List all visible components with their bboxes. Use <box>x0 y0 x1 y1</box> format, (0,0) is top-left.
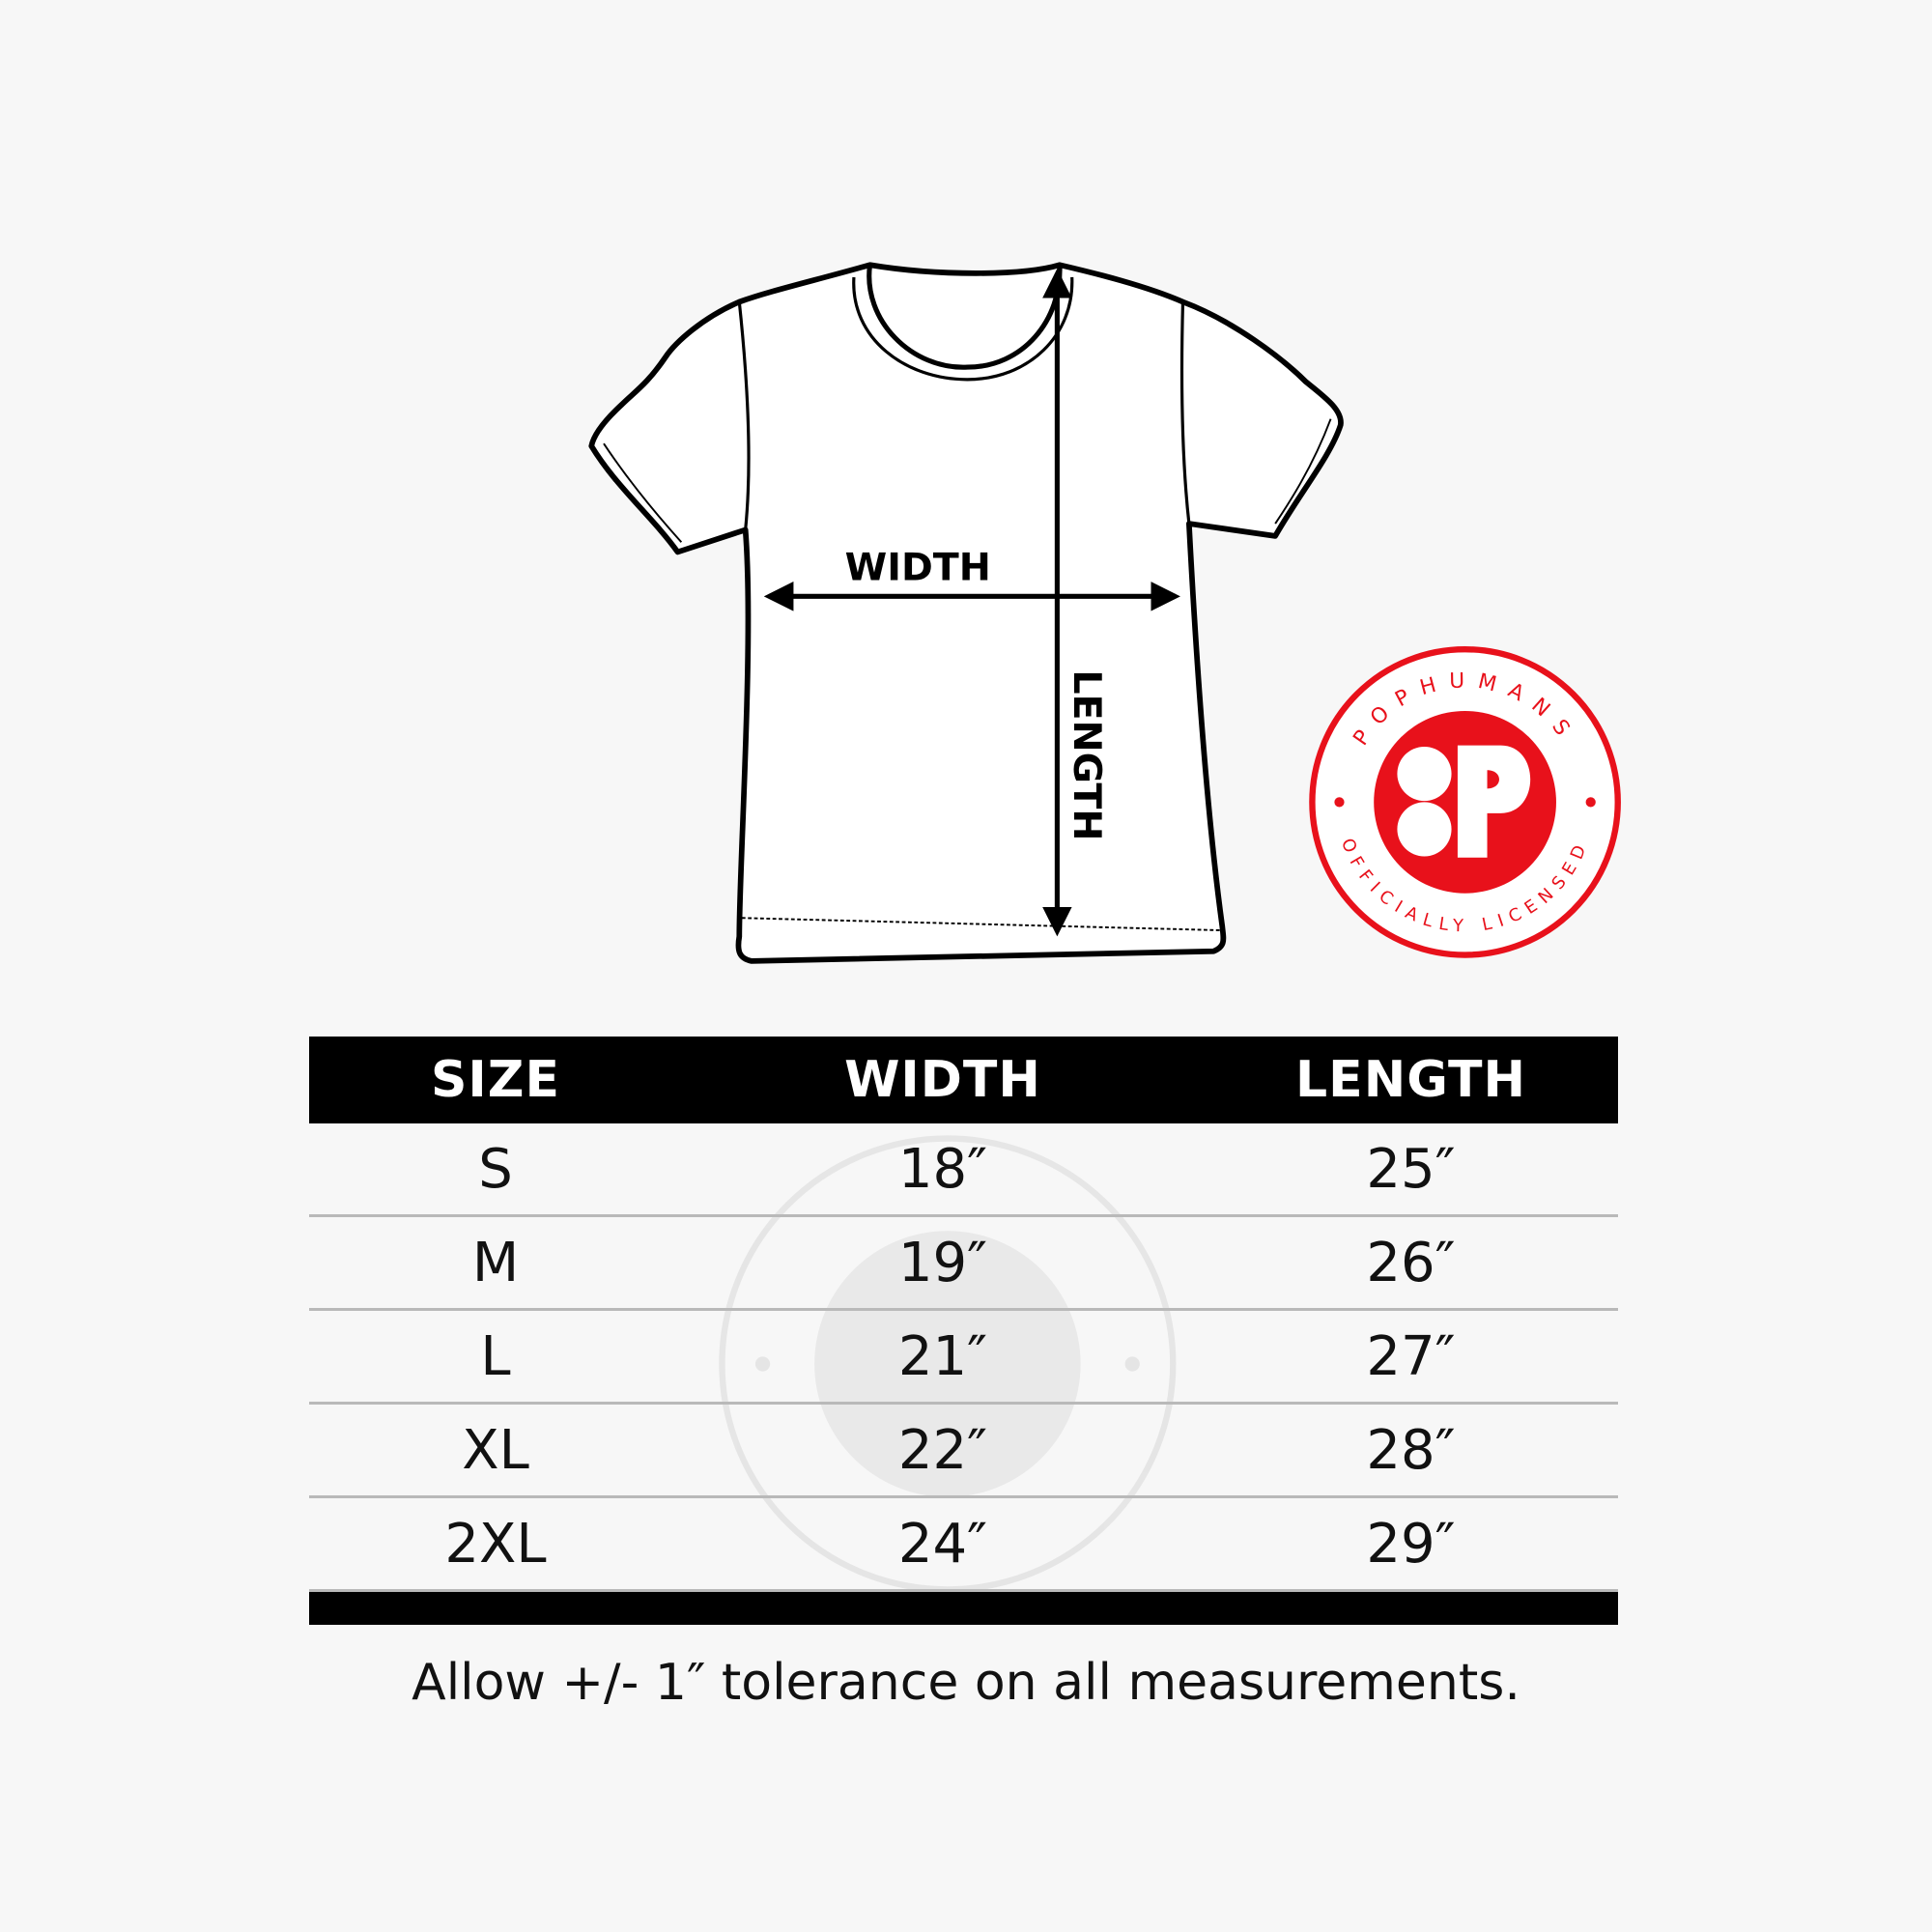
table-row: 2XL 24″ 29″ <box>309 1498 1618 1592</box>
table-row: L 21″ 27″ <box>309 1311 1618 1405</box>
width-cell: 22″ <box>897 1418 988 1482</box>
width-cell: 21″ <box>897 1324 988 1388</box>
officially-licensed-logo: POPHUMANS OFFICIALLY LICENSED <box>1309 646 1621 958</box>
size-cell: M <box>471 1231 520 1294</box>
width-label: WIDTH <box>845 546 991 590</box>
width-cell: 19″ <box>897 1231 988 1294</box>
size-cell: S <box>478 1137 513 1201</box>
header-size: SIZE <box>430 1051 561 1109</box>
table-row: S 18″ 25″ <box>309 1123 1618 1217</box>
table-bottom-bar <box>309 1592 1618 1625</box>
length-cell: 25″ <box>1366 1137 1456 1201</box>
table-header: SIZE WIDTH LENGTH <box>309 1037 1618 1123</box>
size-chart-table: SIZE WIDTH LENGTH S 18″ 25″ M 19″ 26″ L 21″ 27… <box>309 1037 1618 1625</box>
length-cell: 26″ <box>1366 1231 1456 1294</box>
length-cell: 27″ <box>1366 1324 1456 1388</box>
tolerance-note: Allow +/- 1″ tolerance on all measuremen… <box>412 1654 1520 1712</box>
size-cell: XL <box>462 1418 529 1482</box>
size-cell: L <box>480 1324 511 1388</box>
length-cell: 28″ <box>1366 1418 1456 1482</box>
table-row: XL 22″ 28″ <box>309 1405 1618 1498</box>
header-length: LENGTH <box>1295 1051 1526 1109</box>
length-label: LENGTH <box>1065 669 1109 840</box>
tshirt-diagram <box>588 262 1344 964</box>
size-cell: 2XL <box>444 1512 547 1576</box>
table-row: M 19″ 26″ <box>309 1217 1618 1311</box>
width-cell: 18″ <box>897 1137 988 1201</box>
width-cell: 24″ <box>897 1512 988 1576</box>
length-cell: 29″ <box>1366 1512 1456 1576</box>
header-width: WIDTH <box>844 1051 1041 1109</box>
